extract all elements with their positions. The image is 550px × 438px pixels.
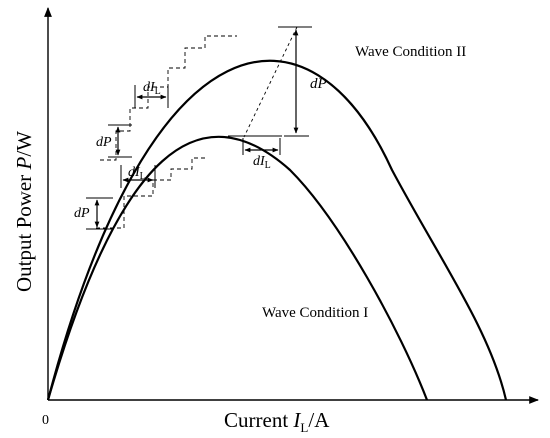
- dP-lower-label: dP: [74, 206, 90, 221]
- wave-condition-2-label: Wave Condition II: [355, 44, 466, 60]
- staircase-condition-1: [96, 158, 205, 228]
- wave-condition-2-curve: [48, 61, 506, 400]
- dIL-lower-label: dIL: [128, 165, 146, 182]
- dIL-peak-label: dIL: [253, 154, 271, 171]
- origin-label: 0: [42, 413, 49, 428]
- dIL-upper-label: dIL: [143, 80, 161, 97]
- x-axis-label: Current IL/A: [224, 408, 330, 435]
- peak-transition-line: [244, 27, 297, 137]
- wave-condition-1-label: Wave Condition I: [262, 305, 368, 321]
- dP-peak-label: dP: [310, 76, 327, 92]
- wave-condition-1-curve: [48, 137, 427, 400]
- dP-upper-label: dP: [96, 135, 112, 150]
- y-axis-label: Output Power P/W: [12, 131, 36, 292]
